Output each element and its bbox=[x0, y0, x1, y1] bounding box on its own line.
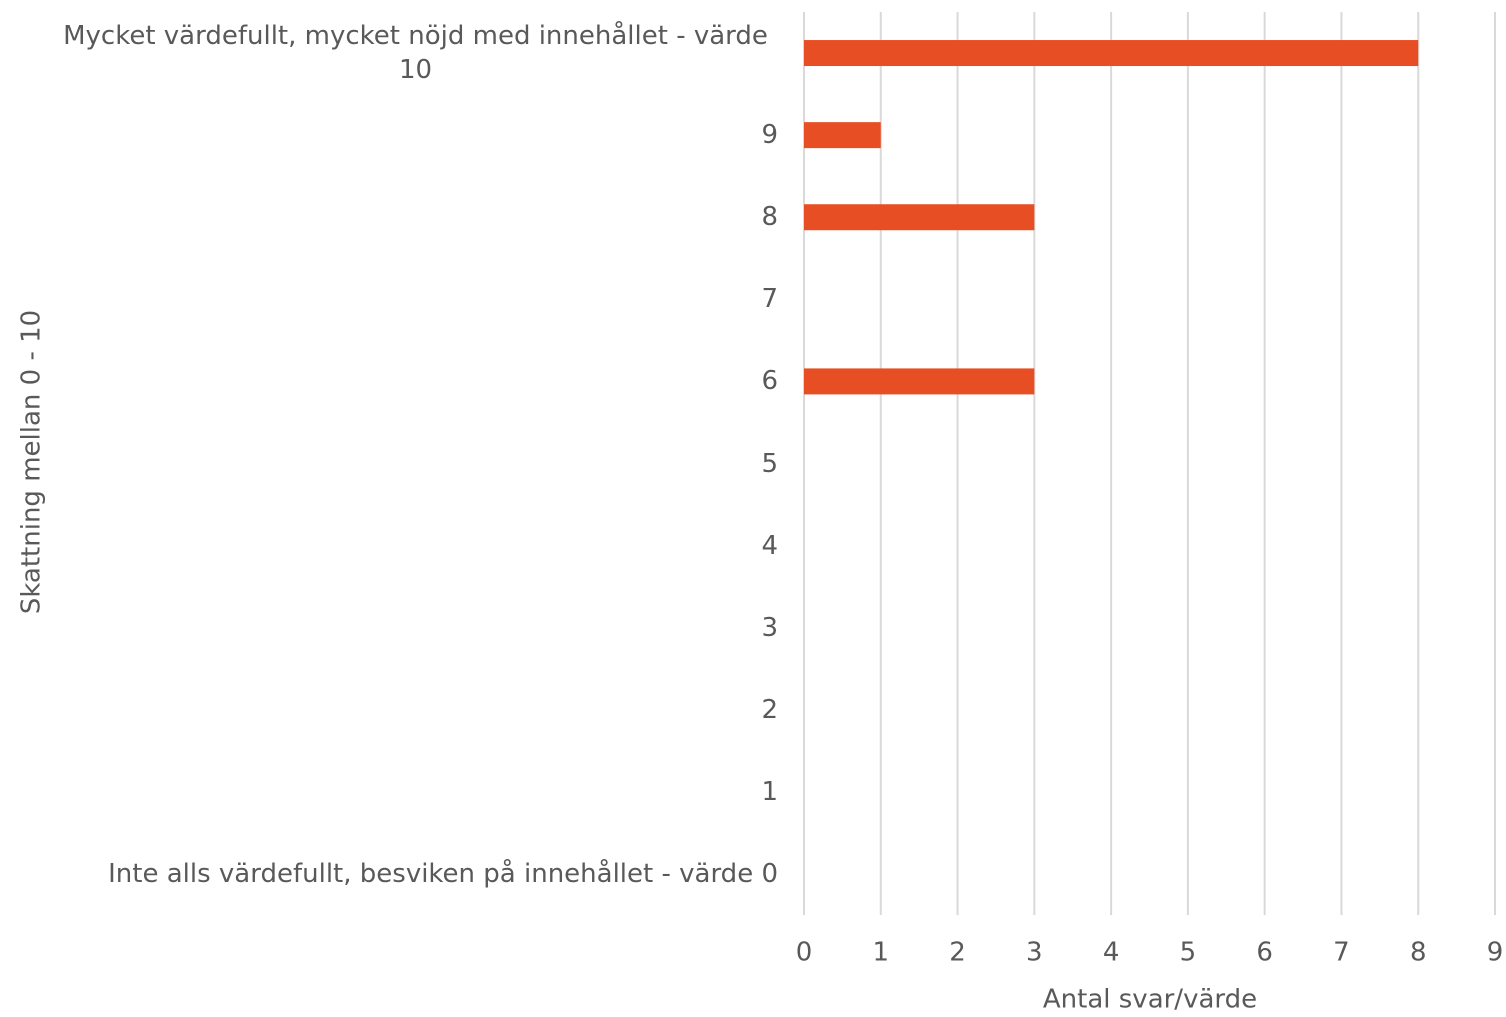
bar bbox=[804, 122, 881, 149]
x-tick-label: 3 bbox=[1026, 938, 1043, 968]
x-tick-label: 4 bbox=[1103, 938, 1120, 968]
x-tick-label: 1 bbox=[873, 938, 890, 968]
y-tick-label: 8 bbox=[761, 202, 778, 233]
y-tick-label: 2 bbox=[761, 694, 778, 725]
bar bbox=[804, 368, 1035, 395]
x-tick-label: 6 bbox=[1256, 938, 1273, 968]
y-tick-label: 1 bbox=[761, 776, 778, 807]
y-tick-label: 9 bbox=[761, 120, 778, 151]
y-tick-label: 4 bbox=[761, 530, 778, 561]
bar bbox=[804, 204, 1035, 231]
x-tick-label: 9 bbox=[1487, 938, 1504, 968]
y-axis-title: Skattning mellan 0 - 10 bbox=[17, 310, 47, 614]
x-tick-label: 0 bbox=[796, 938, 813, 968]
y-tick-label: Mycket värdefullt, mycket nöjd med inneh… bbox=[63, 21, 768, 86]
y-tick-label: 6 bbox=[761, 366, 778, 397]
y-tick-label: 7 bbox=[761, 284, 778, 315]
x-tick-label: 7 bbox=[1333, 938, 1350, 968]
x-tick-label: 8 bbox=[1410, 938, 1427, 968]
y-tick-label: 5 bbox=[761, 448, 778, 479]
x-axis-title: Antal svar/värde bbox=[1043, 985, 1257, 1015]
x-tick-label: 5 bbox=[1180, 938, 1197, 968]
x-tick-label: 2 bbox=[949, 938, 966, 968]
y-tick-label: 3 bbox=[761, 612, 778, 643]
y-tick-label: Inte alls värdefullt, besviken på innehå… bbox=[108, 858, 778, 889]
bar bbox=[804, 40, 1419, 67]
